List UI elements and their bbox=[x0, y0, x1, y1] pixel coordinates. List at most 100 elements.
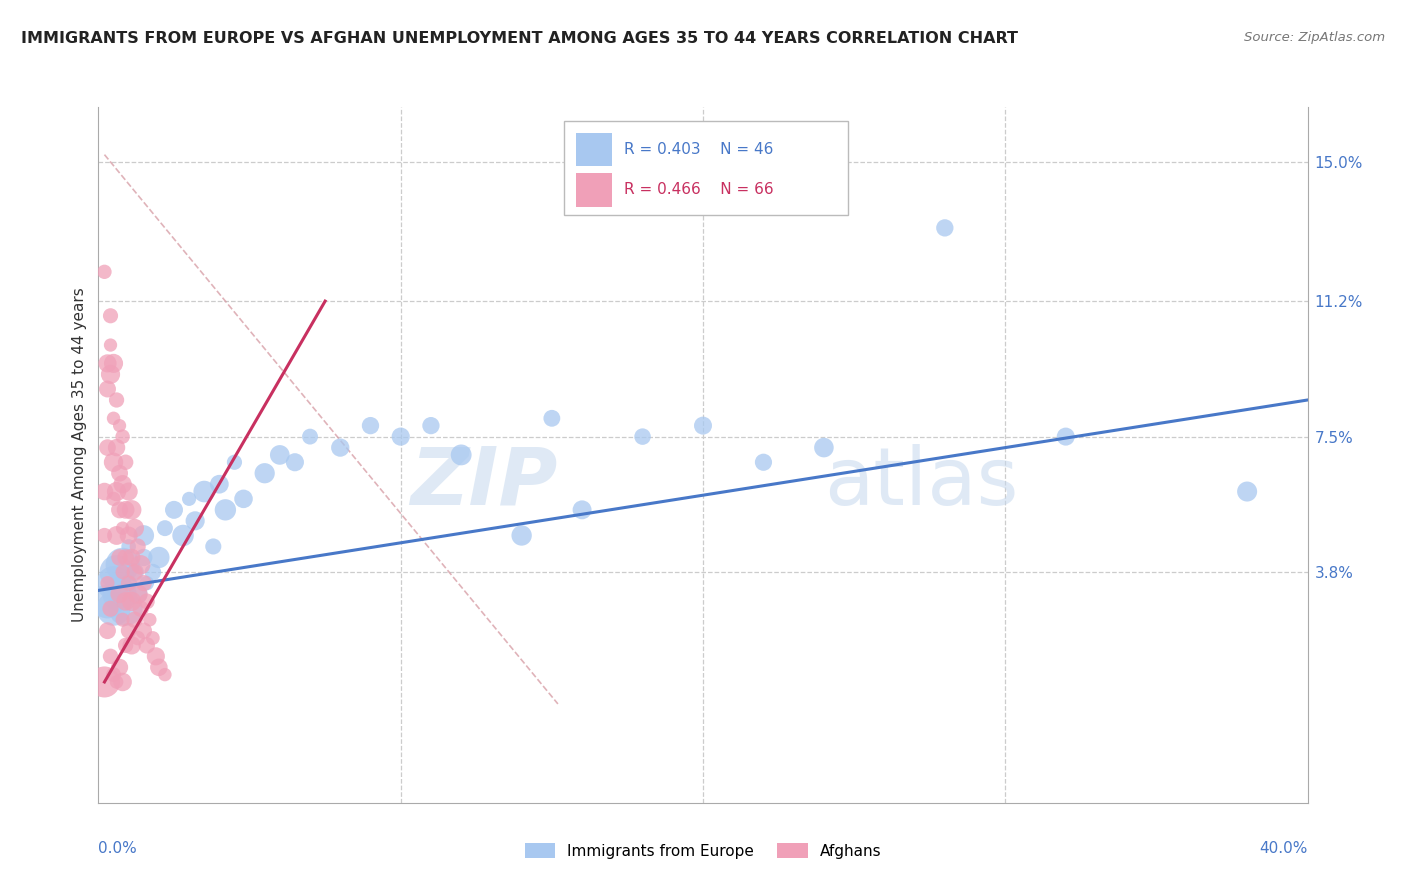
Point bbox=[111, 613, 134, 627]
FancyBboxPatch shape bbox=[564, 121, 848, 215]
Point bbox=[360, 418, 382, 433]
Point bbox=[1054, 429, 1077, 443]
Point bbox=[124, 613, 146, 627]
Point bbox=[108, 503, 131, 517]
Point bbox=[96, 594, 118, 608]
Point bbox=[96, 624, 118, 638]
Point bbox=[299, 429, 322, 443]
Point bbox=[253, 467, 276, 481]
Point bbox=[100, 309, 122, 323]
Point bbox=[121, 550, 143, 565]
Text: Source: ZipAtlas.com: Source: ZipAtlas.com bbox=[1244, 31, 1385, 45]
Point bbox=[127, 587, 149, 601]
Text: 40.0%: 40.0% bbox=[1260, 841, 1308, 856]
Point bbox=[108, 587, 131, 601]
Point bbox=[96, 382, 118, 396]
Point bbox=[111, 429, 134, 443]
Point bbox=[105, 441, 128, 455]
Point bbox=[108, 660, 131, 674]
Point bbox=[139, 613, 162, 627]
Point bbox=[103, 455, 125, 469]
Point bbox=[631, 429, 654, 443]
Point bbox=[450, 448, 472, 462]
Text: ZIP: ZIP bbox=[411, 443, 558, 522]
Point bbox=[571, 503, 593, 517]
Point bbox=[389, 429, 412, 443]
Point bbox=[93, 484, 115, 499]
Point bbox=[184, 514, 207, 528]
Point bbox=[93, 675, 115, 690]
Point bbox=[124, 565, 146, 579]
Point bbox=[111, 675, 134, 690]
Point bbox=[208, 477, 231, 491]
Point bbox=[108, 418, 131, 433]
Point bbox=[100, 649, 122, 664]
Point bbox=[269, 448, 291, 462]
Point bbox=[179, 491, 201, 506]
Point bbox=[118, 576, 141, 591]
Legend: Immigrants from Europe, Afghans: Immigrants from Europe, Afghans bbox=[519, 837, 887, 864]
Point bbox=[114, 601, 136, 615]
Point bbox=[1236, 484, 1258, 499]
Point bbox=[193, 484, 215, 499]
Point bbox=[111, 477, 134, 491]
Text: R = 0.403    N = 46: R = 0.403 N = 46 bbox=[624, 142, 773, 157]
Point bbox=[127, 540, 149, 554]
Point bbox=[129, 558, 152, 572]
Y-axis label: Unemployment Among Ages 35 to 44 years: Unemployment Among Ages 35 to 44 years bbox=[72, 287, 87, 623]
Point bbox=[118, 624, 141, 638]
Point bbox=[202, 540, 225, 554]
Point bbox=[103, 491, 125, 506]
Point bbox=[153, 667, 176, 681]
Point bbox=[105, 392, 128, 407]
Point bbox=[172, 528, 194, 542]
Point bbox=[105, 528, 128, 542]
Point bbox=[540, 411, 562, 425]
Point bbox=[132, 550, 155, 565]
Point bbox=[105, 484, 128, 499]
Point bbox=[692, 418, 714, 433]
Point bbox=[813, 441, 835, 455]
Point bbox=[108, 467, 131, 481]
Point bbox=[135, 594, 157, 608]
Point bbox=[752, 455, 775, 469]
Point bbox=[132, 576, 155, 591]
Point bbox=[148, 550, 170, 565]
Point bbox=[124, 521, 146, 535]
Point bbox=[103, 667, 125, 681]
Point bbox=[163, 503, 186, 517]
Point bbox=[510, 528, 533, 542]
Point bbox=[118, 540, 141, 554]
Point bbox=[114, 503, 136, 517]
Point bbox=[121, 638, 143, 652]
Point bbox=[111, 521, 134, 535]
Point bbox=[934, 220, 956, 235]
Point bbox=[111, 558, 134, 572]
Point bbox=[132, 528, 155, 542]
Point bbox=[96, 441, 118, 455]
Point bbox=[96, 576, 118, 591]
Point bbox=[224, 455, 246, 469]
Point bbox=[135, 638, 157, 652]
Point bbox=[145, 649, 167, 664]
Point bbox=[114, 638, 136, 652]
Point bbox=[103, 411, 125, 425]
Point bbox=[329, 441, 352, 455]
Point bbox=[121, 503, 143, 517]
Bar bbox=[576, 173, 613, 207]
Point bbox=[100, 338, 122, 352]
Point bbox=[127, 587, 149, 601]
Point bbox=[121, 594, 143, 608]
Point bbox=[232, 491, 254, 506]
Point bbox=[132, 624, 155, 638]
Point bbox=[124, 565, 146, 579]
Point bbox=[118, 528, 141, 542]
Point bbox=[103, 356, 125, 370]
Bar bbox=[576, 133, 613, 166]
Point bbox=[93, 528, 115, 542]
Point bbox=[153, 521, 176, 535]
Text: 0.0%: 0.0% bbox=[98, 841, 138, 856]
Point bbox=[103, 601, 125, 615]
Point bbox=[114, 594, 136, 608]
Point bbox=[135, 576, 157, 591]
